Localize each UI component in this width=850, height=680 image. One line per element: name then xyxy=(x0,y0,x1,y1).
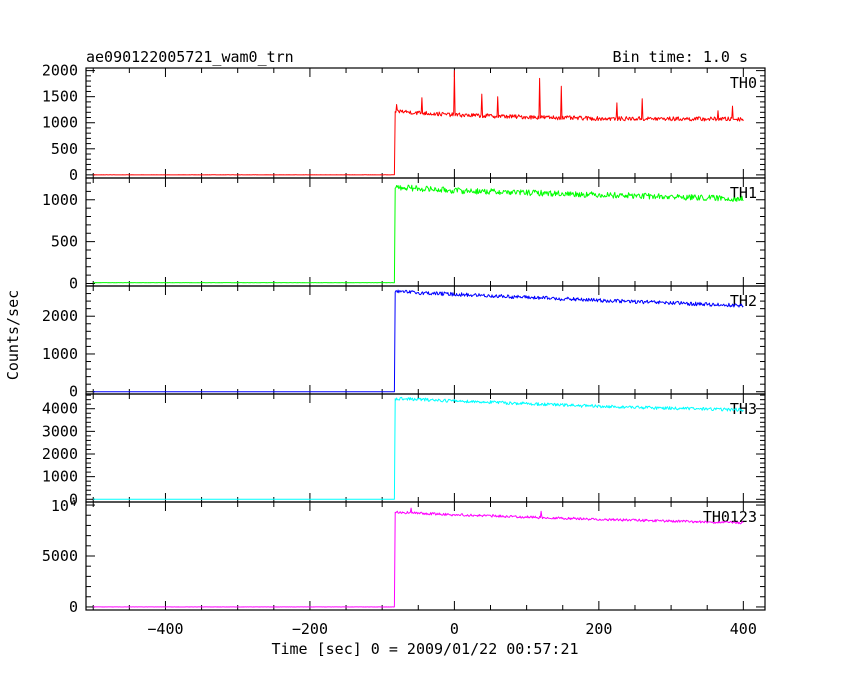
panel-th0: 0 500 1000 1500 2000 TH0 xyxy=(42,62,766,184)
trace-th0 xyxy=(93,70,744,176)
trace-th0123 xyxy=(93,507,744,608)
x-axis-title: Time [sec] 0 = 2009/01/22 00:57:21 xyxy=(271,640,578,658)
trace-th1 xyxy=(93,184,744,284)
y-tick-label: 0 xyxy=(69,598,78,616)
panel-th1: 0 500 1000 TH1 xyxy=(42,177,766,292)
y-tick-label: 0 xyxy=(69,490,78,508)
x-tick-label: 0 xyxy=(450,620,459,638)
y-tick-label: 1000 xyxy=(42,468,78,486)
panel-frame xyxy=(85,67,766,179)
trace-th3 xyxy=(93,396,744,500)
trace-th2 xyxy=(93,289,744,393)
y-axis-title: Counts/sec xyxy=(4,290,22,380)
y-tick-label: 0 xyxy=(69,383,78,401)
y-tick-label: 1500 xyxy=(42,88,78,106)
panel-label: TH3 xyxy=(730,400,757,418)
y-tick-label: 1000 xyxy=(42,345,78,363)
y-tick-label: 3000 xyxy=(42,422,78,440)
panel-frame xyxy=(85,393,766,503)
chart-title-right: Bin time: 1.0 s xyxy=(613,48,748,66)
y-tick-label: 0 xyxy=(69,274,78,292)
y-tick-label: 500 xyxy=(51,233,78,251)
y-tick-label: 1000 xyxy=(42,191,78,209)
panel-label: TH0 xyxy=(730,74,757,92)
panel-label: TH0123 xyxy=(703,508,757,526)
panel-frame xyxy=(85,501,766,611)
x-tick-label: −200 xyxy=(292,620,328,638)
panel-th3: 0 1000 2000 3000 4000 TH3 xyxy=(42,393,766,508)
x-tick-label: 400 xyxy=(730,620,757,638)
chart-title-left: ae090122005721_wam0_trn xyxy=(86,48,294,66)
y-tick-label: 2000 xyxy=(42,445,78,463)
x-tick-label: −400 xyxy=(147,620,183,638)
y-tick-label: 500 xyxy=(51,140,78,158)
x-tick-label: 200 xyxy=(585,620,612,638)
y-tick-label: 0 xyxy=(69,166,78,184)
y-tick-label: 1000 xyxy=(42,114,78,132)
panel-label: TH1 xyxy=(730,184,757,202)
y-tick-label: 2000 xyxy=(42,62,78,80)
panel-th0123: 0 5000 10⁴ TH0123 −400 −200 0 200 400 xyxy=(42,497,766,638)
y-tick-label: 10⁴ xyxy=(51,497,78,515)
y-tick-label: 4000 xyxy=(42,400,78,418)
y-tick-label: 2000 xyxy=(42,307,78,325)
panel-frame xyxy=(85,177,766,287)
y-tick-label: 5000 xyxy=(42,547,78,565)
